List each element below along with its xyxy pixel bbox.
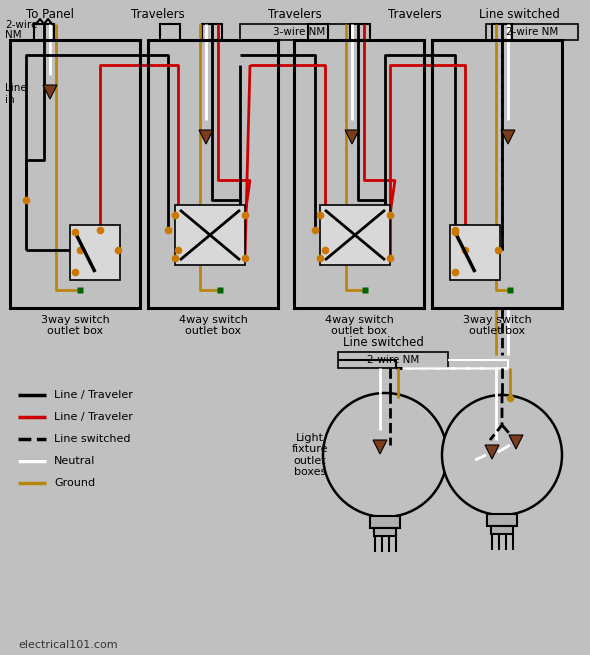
Bar — [432, 40, 562, 308]
Bar — [320, 205, 390, 265]
Bar — [487, 514, 517, 526]
Text: outlet box: outlet box — [47, 326, 103, 336]
Bar — [374, 528, 396, 536]
Text: Light
fixture
outlet
boxes: Light fixture outlet boxes — [291, 432, 328, 477]
Polygon shape — [373, 440, 387, 454]
Polygon shape — [199, 130, 213, 144]
Polygon shape — [43, 85, 57, 99]
Text: To Panel: To Panel — [26, 8, 74, 21]
Text: Line / Traveler: Line / Traveler — [54, 412, 133, 422]
Text: electrical101.com: electrical101.com — [18, 640, 117, 650]
Bar — [338, 352, 448, 368]
Text: Line switched: Line switched — [343, 337, 424, 350]
Bar — [148, 40, 278, 308]
Text: 4way switch: 4way switch — [179, 315, 247, 325]
Text: Travelers: Travelers — [131, 8, 185, 21]
Text: 2-wire: 2-wire — [5, 20, 37, 30]
Text: Line switched: Line switched — [54, 434, 130, 444]
Bar — [10, 40, 140, 308]
Text: Neutral: Neutral — [54, 456, 96, 466]
Circle shape — [442, 395, 562, 515]
Polygon shape — [485, 445, 499, 459]
Bar — [240, 24, 358, 40]
Bar — [202, 24, 222, 40]
Text: Travelers: Travelers — [388, 8, 442, 21]
Text: Travelers: Travelers — [268, 8, 322, 21]
Bar — [294, 40, 424, 308]
Bar — [492, 24, 512, 40]
Bar — [486, 24, 578, 40]
Text: Ground: Ground — [54, 478, 95, 488]
Bar — [294, 40, 424, 308]
Bar — [34, 24, 54, 40]
Bar — [370, 516, 400, 528]
Bar — [350, 24, 370, 40]
Text: Line / Traveler: Line / Traveler — [54, 390, 133, 400]
Bar — [308, 24, 328, 40]
Circle shape — [323, 393, 447, 517]
Text: in: in — [5, 95, 15, 105]
Bar — [491, 526, 513, 534]
Bar — [148, 40, 278, 308]
Text: NM: NM — [5, 30, 22, 40]
Bar — [70, 225, 120, 280]
Bar — [432, 40, 562, 308]
Text: 3way switch: 3way switch — [41, 315, 109, 325]
Bar — [160, 24, 180, 40]
Text: 3way switch: 3way switch — [463, 315, 532, 325]
Polygon shape — [345, 130, 359, 144]
Text: 4way switch: 4way switch — [324, 315, 394, 325]
Text: 2-wire NM: 2-wire NM — [367, 355, 419, 365]
Text: Line switched: Line switched — [478, 8, 559, 21]
Bar — [10, 40, 140, 308]
Bar — [175, 205, 245, 265]
Text: outlet box: outlet box — [185, 326, 241, 336]
Bar — [450, 225, 500, 280]
Text: Line: Line — [5, 83, 27, 93]
Polygon shape — [509, 435, 523, 449]
Text: 3-wire NM: 3-wire NM — [273, 27, 325, 37]
Text: outlet box: outlet box — [469, 326, 525, 336]
Text: 2-wire NM: 2-wire NM — [506, 27, 558, 37]
Text: outlet box: outlet box — [331, 326, 387, 336]
Polygon shape — [501, 130, 515, 144]
